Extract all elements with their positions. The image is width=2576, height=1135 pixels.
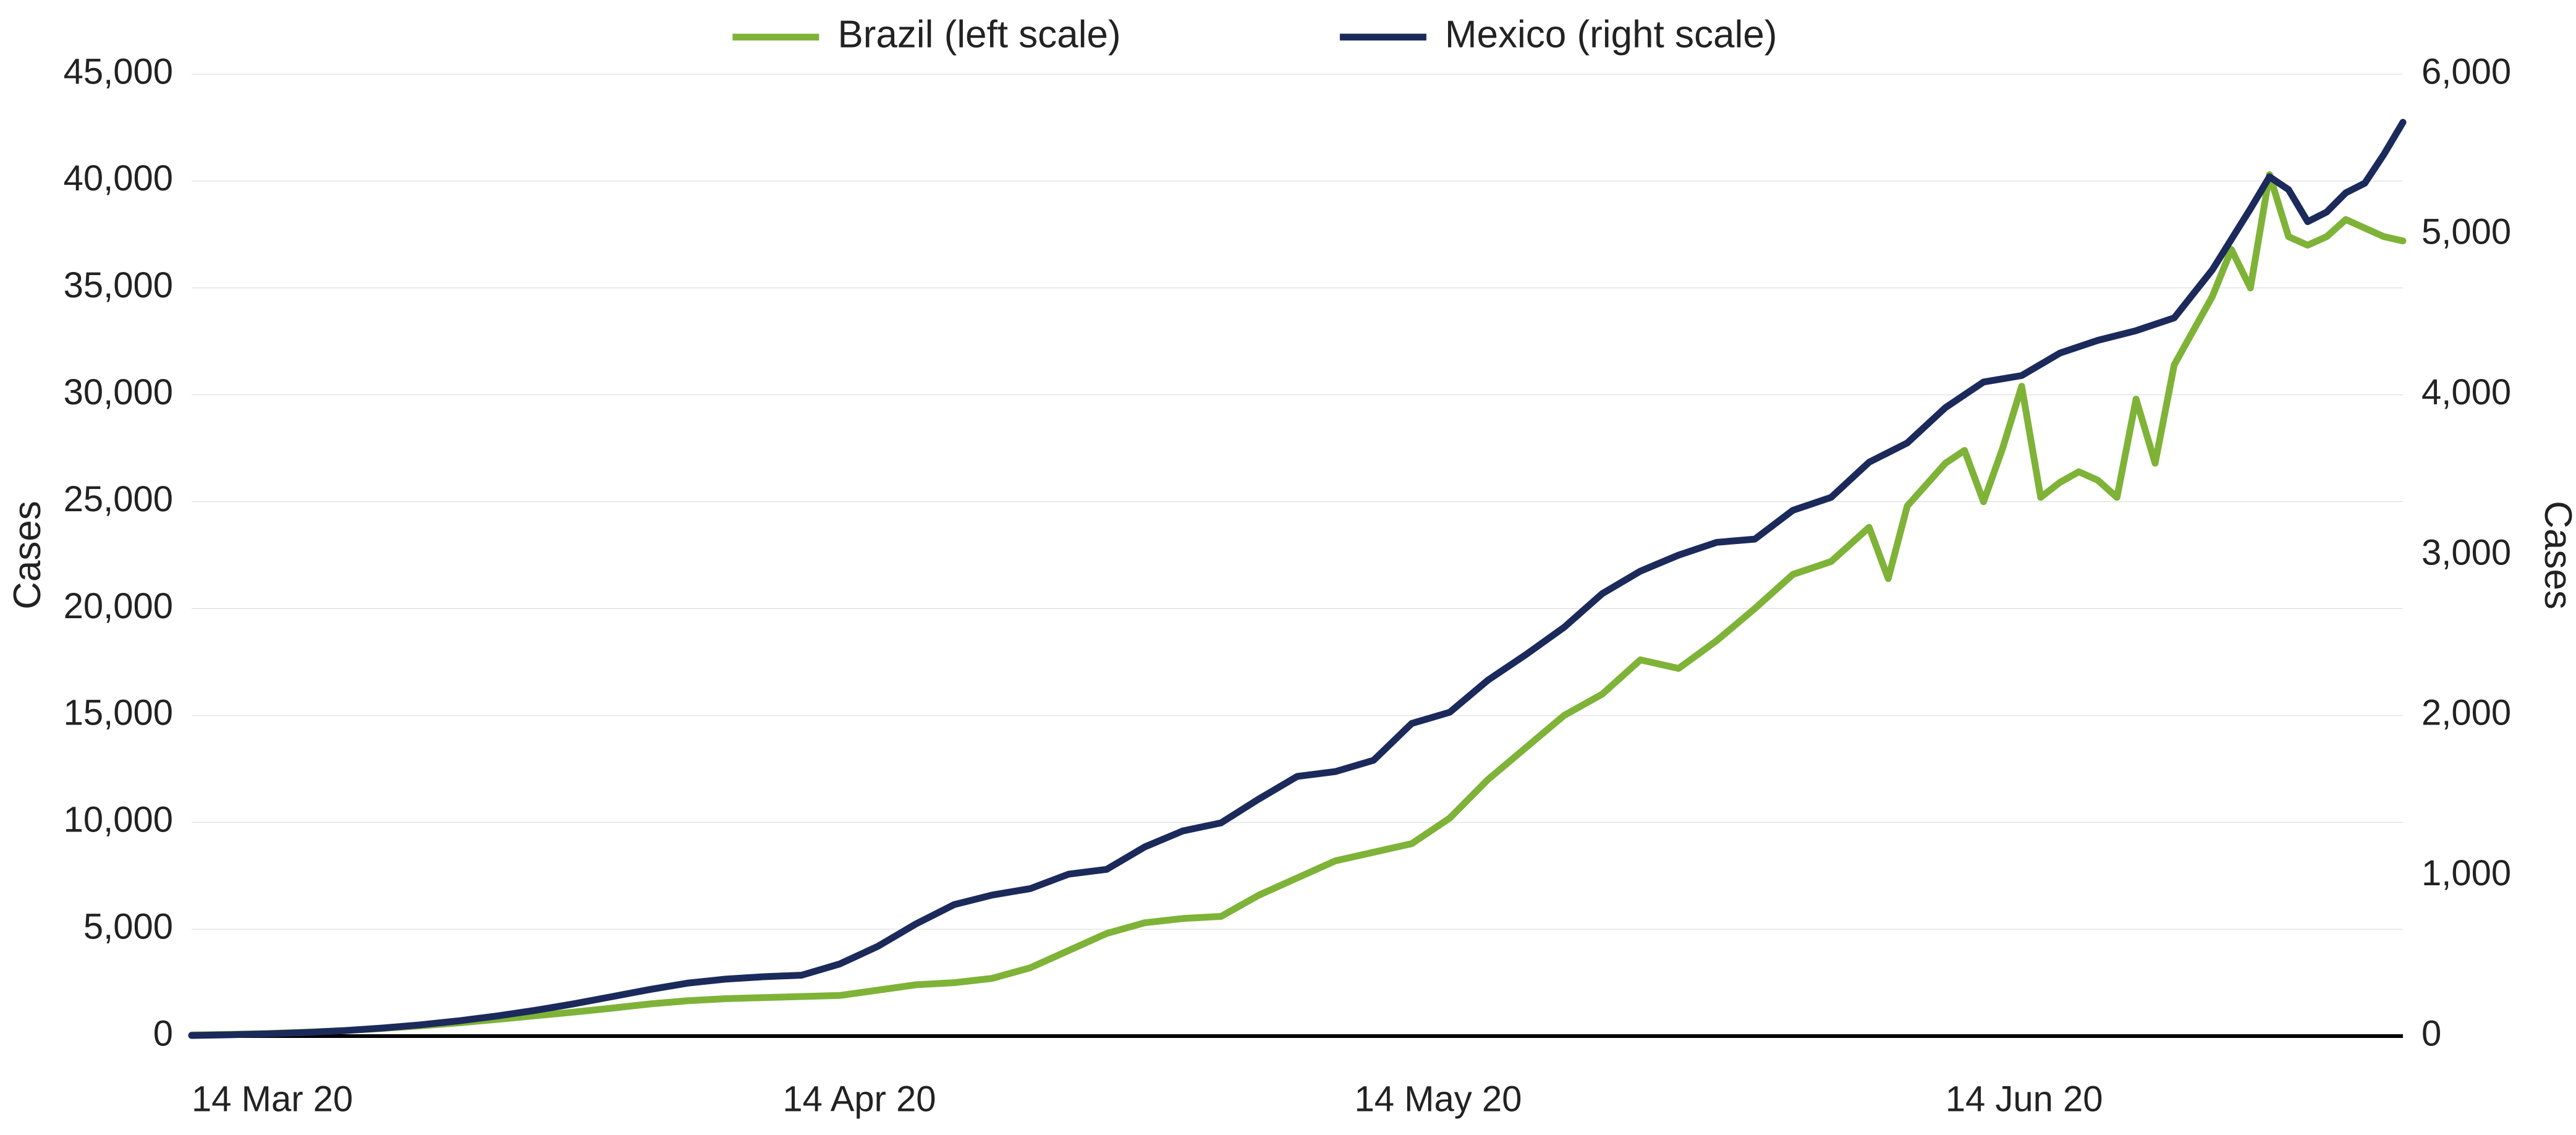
y-left-tick-label: 20,000 [64,586,173,626]
x-tick-label: 14 Apr 20 [782,1079,936,1120]
y-left-tick-label: 5,000 [83,906,173,946]
x-tick-label: 14 May 20 [1355,1079,1522,1120]
x-tick-label: 14 Mar 20 [192,1079,353,1120]
y-left-axis-title: Cases [6,501,49,610]
y-left-tick-label: 15,000 [64,693,173,733]
y-right-tick-label: 4,000 [2421,372,2511,412]
y-right-tick-label: 1,000 [2421,853,2511,893]
y-left-tick-label: 40,000 [64,158,173,198]
y-right-tick-label: 0 [2421,1013,2441,1053]
y-left-tick-label: 25,000 [64,479,173,519]
y-right-tick-label: 2,000 [2421,693,2511,733]
y-right-tick-label: 6,000 [2421,51,2511,91]
y-left-tick-label: 0 [153,1013,173,1053]
y-right-tick-label: 3,000 [2421,532,2511,572]
legend-label: Mexico (right scale) [1445,13,1777,56]
y-left-tick-label: 10,000 [64,800,173,840]
y-right-axis-title: Cases [2536,501,2576,610]
y-left-tick-label: 45,000 [64,51,173,91]
y-right-tick-label: 5,000 [2421,212,2511,252]
x-tick-label: 14 Jun 20 [1946,1079,2103,1120]
y-left-tick-label: 30,000 [64,372,173,412]
y-left-tick-label: 35,000 [64,265,173,305]
legend-label: Brazil (left scale) [837,13,1121,56]
dual-axis-line-chart: 0 5,000 10,000 15,000 20,000 25,000 30,000 35,0… [0,0,2576,1135]
chart-svg: 0 5,000 10,000 15,000 20,000 25,000 30,000 35,0… [0,0,2576,1135]
